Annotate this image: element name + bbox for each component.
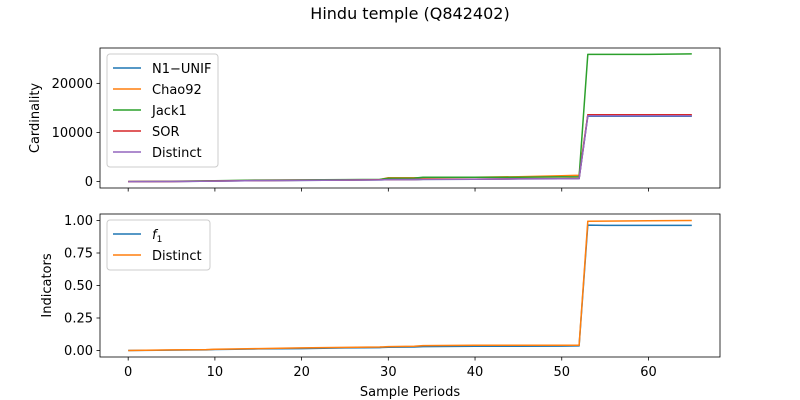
y-tick-label: 1.00: [64, 214, 93, 229]
figure-title: Hindu temple (Q842402): [310, 4, 509, 23]
legend-label-sor: SOR: [152, 125, 180, 140]
x-axis-label: Sample Periods: [360, 385, 460, 400]
cardinality-panel: 0 10000 20000 Cardinality N1−UNIF Chao92 Jack1…: [28, 47, 721, 192]
y-tick-label: 10000: [52, 126, 93, 141]
x-tick-label: 10: [207, 365, 224, 380]
legend-label-distinct: Distinct: [152, 249, 202, 264]
legend-label-distinct: Distinct: [152, 146, 202, 161]
x-tick-label: 40: [467, 365, 484, 380]
y-tick-label: 0.75: [64, 247, 93, 262]
legend: N1−UNIF Chao92 Jack1 SOR Distinct: [106, 53, 219, 168]
x-tick-label: 30: [380, 365, 397, 380]
legend-label-f1: f1: [152, 228, 162, 245]
series-line-distinct: [128, 115, 692, 183]
legend-label-jack1: Jack1: [151, 104, 187, 119]
legend-box: [106, 219, 211, 271]
axes-frame: [99, 47, 721, 189]
series-line-f1: [128, 224, 692, 352]
y-tick-label: 0.25: [64, 312, 93, 327]
series-line-distinct: [128, 219, 692, 352]
legend: f1 Distinct: [106, 219, 211, 271]
y-tick-label: 0: [85, 175, 93, 190]
x-tick-label: 50: [553, 365, 570, 380]
y-tick-label: 0.00: [64, 344, 93, 359]
y-tick-label: 20000: [52, 77, 93, 92]
indicators-panel: 0 10 20 30 40 50 60 0.00 0.25 0.50 0.75 1.00 Indicat…: [40, 213, 721, 400]
x-tick-label: 20: [293, 365, 310, 380]
y-axis-label: Cardinality: [28, 83, 43, 154]
x-tick-label: 0: [124, 365, 132, 380]
legend-label-chao92: Chao92: [152, 83, 202, 98]
legend-label-n1-unif: N1−UNIF: [152, 62, 211, 77]
y-axis-label: Indicators: [40, 253, 55, 317]
legend-box: [106, 53, 219, 168]
x-tick-label: 60: [640, 365, 657, 380]
y-tick-label: 0.50: [64, 279, 93, 294]
